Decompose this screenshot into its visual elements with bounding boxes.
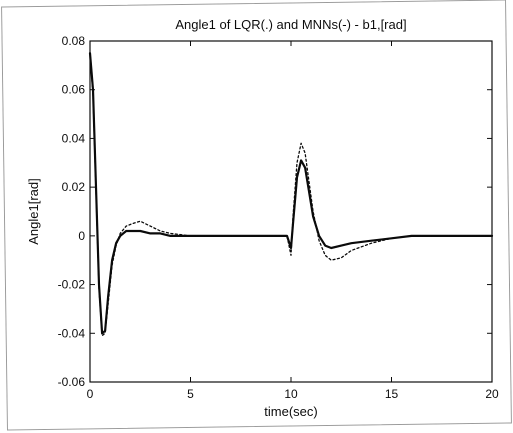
- x-tick-label: 15: [385, 387, 399, 401]
- x-tick-label: 0: [87, 387, 94, 401]
- y-axis-label: Angle1[rad]: [26, 178, 41, 245]
- y-tick-label: 0.02: [62, 180, 86, 194]
- series-line-dotted: [89, 52, 493, 337]
- y-tick-label: -0.06: [58, 375, 86, 389]
- series-layer: [88, 52, 494, 337]
- x-tick-label: 20: [485, 387, 499, 401]
- x-tick-label: 10: [284, 387, 298, 401]
- y-tick-label: -0.04: [58, 326, 86, 340]
- x-axis-label: time(sec): [264, 404, 317, 419]
- y-tick-label: 0: [78, 229, 85, 243]
- y-tick-label: -0.02: [58, 278, 86, 292]
- series-line-solid: [88, 52, 494, 335]
- y-tick-label: 0.04: [62, 131, 86, 145]
- y-tick-label: 0.08: [62, 34, 86, 48]
- y-tick-label: 0.06: [62, 83, 86, 97]
- axis-ticks: 0 5 10 15 20 0.08 0.06 0.04 0.02 0 -0.02 -0.04 -0.06: [58, 34, 499, 401]
- chart-title: Angle1 of LQR(.) and MNNs(-) - b1,[rad]: [175, 17, 406, 32]
- plot-area: [89, 40, 493, 383]
- x-tick-label: 5: [187, 387, 194, 401]
